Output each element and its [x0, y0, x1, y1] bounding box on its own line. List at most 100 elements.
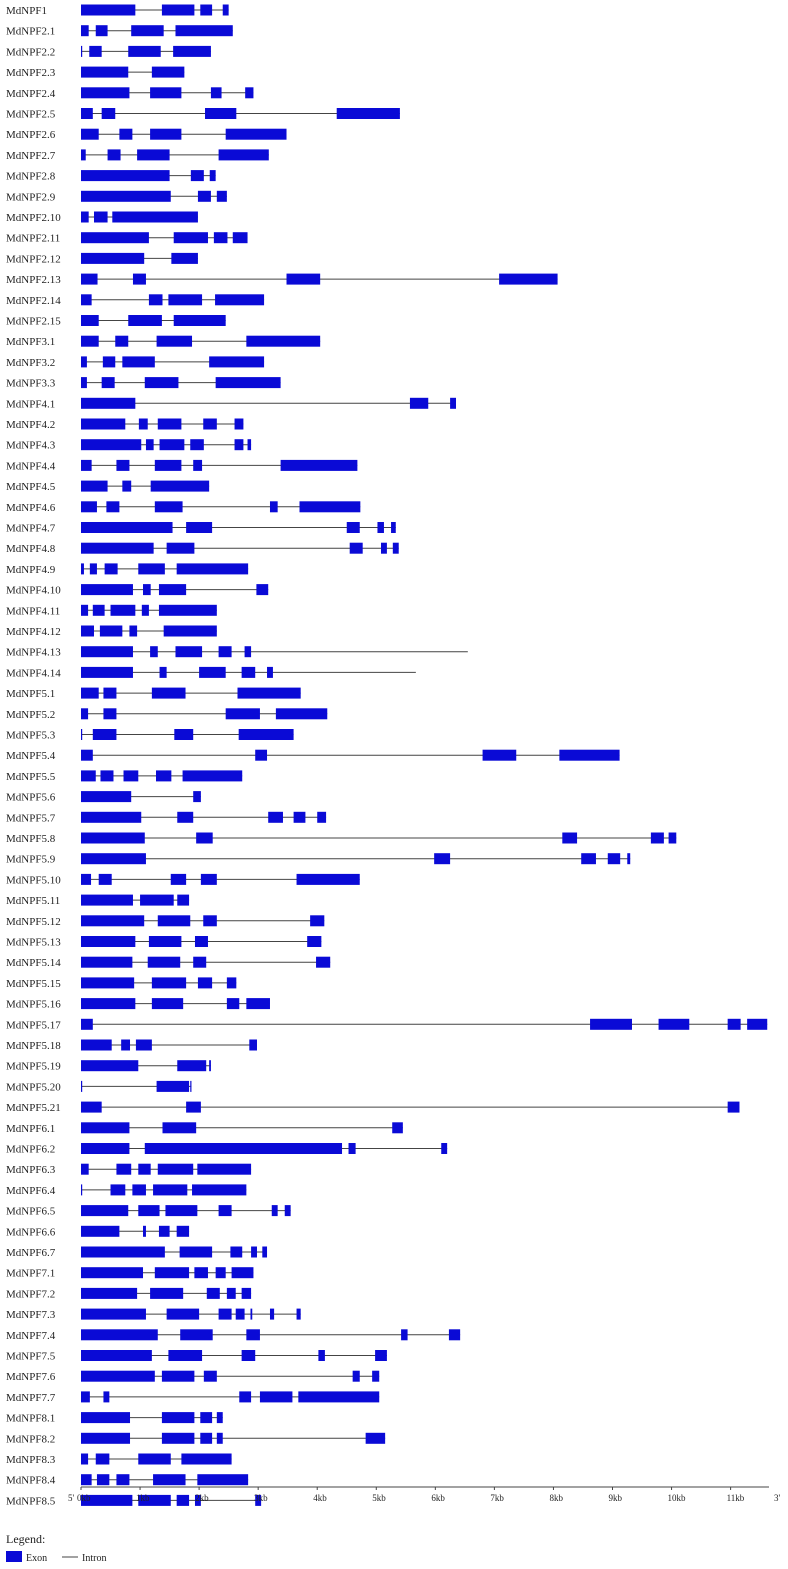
exon-block — [98, 873, 112, 885]
exon-block — [186, 1101, 201, 1113]
exon-block — [668, 832, 677, 844]
exon-block — [161, 1370, 195, 1382]
exon-block — [81, 1287, 138, 1299]
exon-block — [275, 708, 328, 720]
exon-block — [81, 1184, 83, 1196]
exon-block — [244, 646, 252, 658]
exon-block — [81, 1432, 131, 1444]
exon-block — [203, 915, 217, 927]
exon-block — [237, 687, 301, 699]
exon-block — [377, 522, 384, 533]
exon-block — [245, 87, 254, 99]
exon-block — [115, 335, 129, 347]
gene-row: MdNPF4.12 — [6, 625, 217, 638]
gene-row: MdNPF5.10 — [6, 873, 360, 886]
exon-block — [81, 563, 84, 575]
exon-block — [165, 1205, 198, 1217]
exon-block — [81, 25, 89, 37]
exon-block — [161, 4, 195, 16]
exon-block — [267, 666, 273, 678]
exon-block — [269, 501, 278, 513]
exon-block — [143, 584, 151, 596]
gene-label: MdNPF5.1 — [6, 688, 55, 700]
axis-tick-label: 4kb — [313, 1493, 327, 1503]
gene-row: MdNPF4.14 — [6, 666, 416, 679]
exon-block — [193, 956, 207, 968]
gene-label: MdNPF7.7 — [6, 1392, 56, 1404]
gene-label: MdNPF2.10 — [6, 212, 61, 224]
exon-block — [205, 108, 237, 119]
exon-block — [727, 1018, 741, 1030]
exon-block — [203, 418, 217, 430]
exon-block — [81, 232, 149, 244]
gene-row: MdNPF3.1 — [6, 335, 321, 348]
exon-block — [121, 1039, 131, 1051]
exon-block — [81, 1205, 129, 1217]
exon-block — [199, 666, 226, 678]
gene-row: MdNPF2.8 — [6, 170, 216, 183]
gene-row: MdNPF3.3 — [6, 377, 281, 390]
exon-block — [176, 1225, 190, 1237]
exon-block — [173, 45, 211, 57]
gene-label: MdNPF5.18 — [6, 1040, 61, 1052]
exon-block — [482, 749, 517, 761]
gene-row: MdNPF5.14 — [6, 956, 331, 969]
exon-block — [81, 1329, 158, 1341]
gene-label: MdNPF8.4 — [6, 1475, 56, 1487]
gene-row: MdNPF2.6 — [6, 128, 287, 141]
gene-label: MdNPF5.5 — [6, 771, 56, 783]
exon-block — [81, 873, 92, 885]
exon-block — [392, 1122, 403, 1134]
gene-row: MdNPF4.9 — [6, 563, 249, 576]
gene-label: MdNPF5.17 — [6, 1019, 61, 1031]
exon-block — [81, 1122, 130, 1134]
exon-block — [450, 397, 457, 409]
exon-block — [81, 977, 135, 989]
exon-block — [650, 832, 664, 844]
exon-block — [307, 936, 322, 947]
exon-block — [81, 273, 98, 285]
exon-block — [239, 1391, 252, 1403]
exon-block — [391, 522, 396, 533]
exon-block — [234, 418, 244, 430]
gene-row: MdNPF4.10 — [6, 584, 269, 597]
gene-label: MdNPF4.11 — [6, 605, 60, 617]
gene-row: MdNPF8.2 — [6, 1432, 386, 1445]
exon-block — [218, 646, 232, 658]
exon-block — [151, 998, 184, 1010]
exon-block — [154, 1267, 190, 1279]
gene-label: MdNPF4.14 — [6, 667, 61, 679]
exon-block — [150, 87, 182, 99]
axis-tick-label: 6kb — [431, 1493, 445, 1503]
gene-row: MdNPF5.16 — [6, 998, 270, 1011]
exon-block — [268, 811, 283, 823]
exon-block — [177, 811, 194, 823]
exon-block — [92, 604, 105, 616]
gene-row: MdNPF2.9 — [6, 190, 227, 203]
gene-row: MdNPF7.5 — [6, 1350, 387, 1363]
exon-block — [81, 170, 170, 182]
exon-block — [81, 1039, 112, 1051]
exon-block — [81, 1101, 102, 1113]
exon-block — [103, 708, 117, 720]
exon-block — [235, 1308, 245, 1320]
gene-row: MdNPF7.7 — [6, 1391, 380, 1404]
exon-block — [166, 542, 195, 554]
gene-label: MdNPF6.5 — [6, 1206, 56, 1218]
exon-block — [448, 1329, 461, 1341]
exon-block — [145, 439, 154, 451]
exon-block — [81, 666, 133, 678]
gene-label: MdNPF5.21 — [6, 1102, 61, 1114]
exon-block — [81, 542, 154, 554]
exon-block — [81, 936, 136, 947]
gene-row: MdNPF6.3 — [6, 1163, 252, 1176]
exon-block — [104, 563, 118, 575]
exon-block — [173, 232, 208, 244]
exon-block — [197, 977, 213, 989]
exon-block — [250, 1308, 253, 1320]
gene-row: MdNPF2.7 — [6, 149, 269, 162]
exon-block — [81, 418, 126, 430]
gene-row: MdNPF7.1 — [6, 1267, 254, 1280]
exon-block — [173, 315, 226, 326]
exon-block — [81, 770, 96, 782]
